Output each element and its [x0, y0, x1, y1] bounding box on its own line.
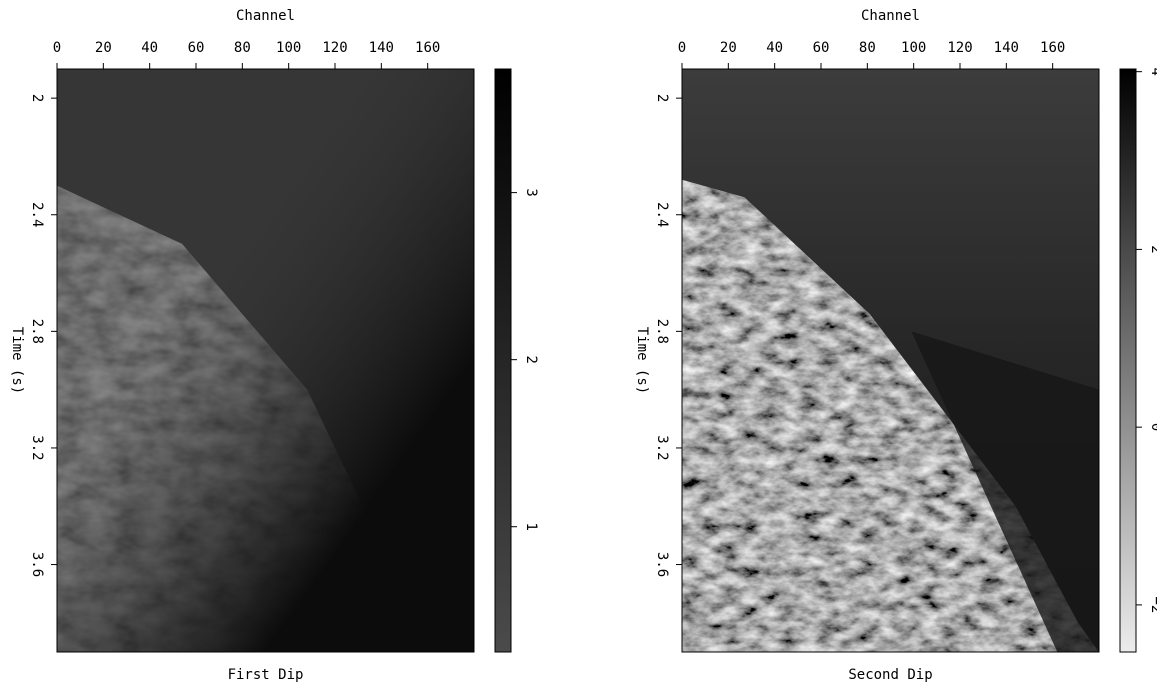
x-tick-label: 80: [859, 40, 876, 56]
image-shade: [57, 69, 474, 652]
y-axis-title: Time (s): [634, 327, 650, 394]
heatmap-image: [57, 69, 474, 652]
x-tick-label: 160: [1040, 40, 1065, 56]
y-tick-label: 2.4: [29, 202, 45, 227]
y-tick-label: 3.6: [29, 552, 45, 577]
x-tick-label: 140: [369, 40, 394, 56]
y-tick-label: 3.6: [654, 552, 670, 577]
y-tick-label: 2.8: [654, 319, 670, 344]
x-axis-title: Channel: [861, 8, 920, 24]
colorbar-tick-label: 2: [523, 355, 539, 363]
x-tick-label: 100: [901, 40, 926, 56]
y-tick-label: 2: [654, 94, 670, 102]
y-tick-label: 3.2: [654, 435, 670, 460]
x-tick-label: 20: [720, 40, 737, 56]
colorbar-tick-label: 3: [523, 188, 539, 196]
x-tick-label: 140: [994, 40, 1019, 56]
colorbar-tick-label: 1: [523, 522, 539, 530]
x-tick-label: 100: [276, 40, 301, 56]
chart-title: First Dip: [228, 667, 304, 683]
colorbar-tick-label: 2: [1148, 245, 1157, 253]
x-tick-label: 40: [141, 40, 158, 56]
x-tick-label: 80: [234, 40, 251, 56]
x-tick-label: 120: [947, 40, 972, 56]
y-axis-title: Time (s): [9, 327, 25, 394]
heatmap-image: [682, 69, 1099, 652]
colorbar: [1120, 69, 1136, 652]
colorbar-tick-label: −2: [1148, 596, 1157, 613]
y-tick-label: 2.4: [654, 202, 670, 227]
x-tick-label: 160: [415, 40, 440, 56]
x-tick-label: 60: [813, 40, 830, 56]
x-tick-label: 40: [766, 40, 783, 56]
x-tick-label: 120: [322, 40, 347, 56]
colorbar-tick-label: 0: [1148, 423, 1157, 431]
y-tick-label: 2: [29, 94, 45, 102]
figure: 02040608010012014016022.42.83.23.6Channe…: [0, 0, 1157, 685]
x-tick-label: 60: [188, 40, 205, 56]
colorbar: [495, 69, 511, 652]
y-tick-label: 2.8: [29, 319, 45, 344]
colorbar-tick-label: 4: [1148, 67, 1157, 75]
y-tick-label: 3.2: [29, 435, 45, 460]
x-tick-label: 20: [95, 40, 112, 56]
x-tick-label: 0: [678, 40, 686, 56]
x-axis-title: Channel: [236, 8, 295, 24]
chart-title: Second Dip: [848, 667, 932, 683]
x-tick-label: 0: [53, 40, 61, 56]
